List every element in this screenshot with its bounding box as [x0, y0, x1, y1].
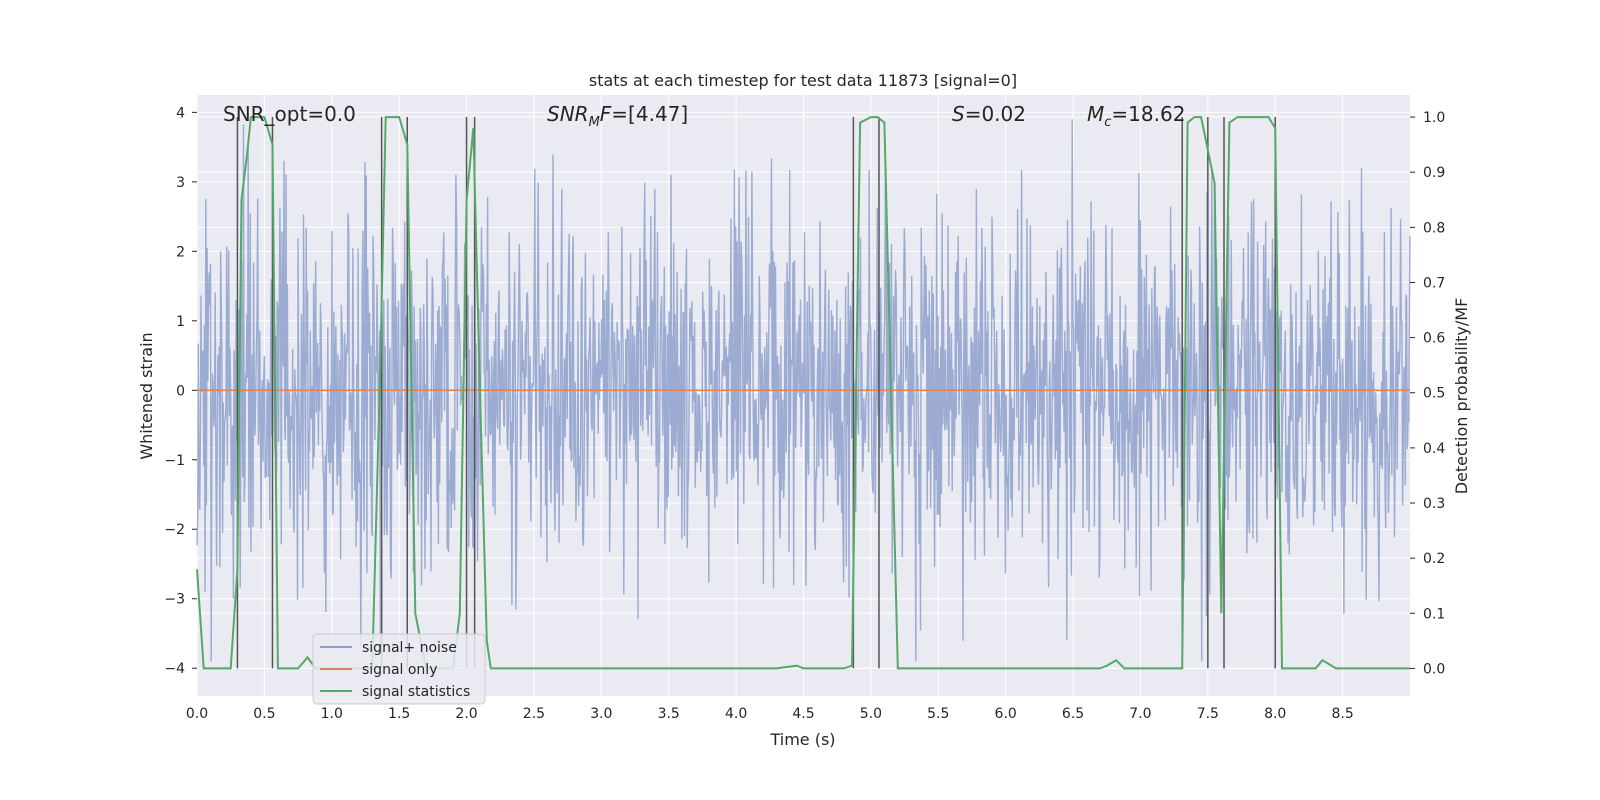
y-tick-label: 0	[176, 383, 185, 399]
y-tick-label: 3	[176, 175, 185, 191]
x-axis-label: Time (s)	[769, 730, 835, 749]
statistics-line	[196, 116, 1410, 670]
y-right-tick-labels: 0.0 0.1 0.2 0.3 0.4 0.5 0.6 0.7 0.8 0.9 1.0	[1410, 110, 1445, 677]
y-right-tick-label: 0.3	[1423, 496, 1445, 512]
legend-box	[312, 633, 486, 705]
x-tick-label: 8.0	[1264, 706, 1286, 722]
chart-title: stats at each timestep for test data 118…	[589, 71, 1017, 90]
x-tick-label: 0.0	[186, 706, 208, 722]
y-right-tick-label: 0.6	[1423, 331, 1445, 347]
y-right-tick-label: 0.8	[1423, 220, 1445, 236]
x-tick-label: 1.0	[321, 706, 343, 722]
annotations: SNR_opt=0.0 SNRMF=[4.47] S=0.02 Mc=18.62	[223, 102, 1185, 130]
x-tick-label: 5.0	[860, 706, 882, 722]
y-axis-label: Whitened strain	[137, 332, 156, 459]
y-right-tick-label: 0.4	[1423, 441, 1445, 457]
y-tick-label: −3	[164, 592, 185, 608]
annotation-s: S=0.02	[952, 102, 1026, 126]
y-tick-label: 4	[176, 105, 185, 121]
annotation-snr-mf: SNRMF=[4.47]	[547, 102, 688, 130]
y-right-tick-label: 0.5	[1423, 386, 1445, 402]
y-right-tick-label: 0.1	[1423, 606, 1445, 622]
x-tick-label: 2.5	[523, 706, 545, 722]
x-tick-label: 6.0	[995, 706, 1017, 722]
x-tick-label: 4.0	[725, 706, 747, 722]
x-tick-label: 0.5	[253, 706, 275, 722]
x-tick-label: 7.0	[1129, 706, 1151, 722]
y-right-tick-label: 0.2	[1423, 551, 1445, 567]
annotation-mc: Mc=18.62	[1087, 102, 1185, 130]
y-right-tick-label: 0.7	[1423, 275, 1445, 291]
y-right-tick-label: 1.0	[1423, 110, 1445, 126]
x-tick-label: 4.5	[792, 706, 814, 722]
y-tick-label: −2	[164, 522, 185, 538]
legend-statistics-label: signal statistics	[362, 684, 470, 700]
x-tick-labels: 0.0 0.5 1.0 1.5 2.0 2.5 3.0 3.5 4.0 4.5 5.0 5.5 6.0 6…	[186, 706, 1354, 722]
y-tick-label: 1	[176, 314, 185, 330]
x-tick-label: 1.5	[388, 706, 410, 722]
statistics-series	[196, 116, 1410, 670]
legend: signal+ noise signal only signal statist…	[312, 633, 486, 705]
y-tick-label: −1	[164, 453, 185, 469]
annotation-snr-opt: SNR_opt=0.0	[223, 102, 356, 126]
y-tick-label: −4	[164, 661, 185, 677]
x-tick-label: 7.5	[1197, 706, 1219, 722]
x-tick-label: 3.0	[590, 706, 612, 722]
y-right-tick-label: 0.0	[1423, 661, 1445, 677]
x-tick-label: 5.5	[927, 706, 949, 722]
y-right-tick-label: 0.9	[1423, 165, 1445, 181]
x-tick-label: 3.5	[658, 706, 680, 722]
y-tick-labels: −4 −3 −2 −1 0 1 2 3 4	[164, 105, 197, 677]
x-tick-label: 8.5	[1331, 706, 1353, 722]
x-tick-label: 2.0	[455, 706, 477, 722]
y-right-axis-label: Detection probability/MF	[1452, 298, 1471, 495]
legend-noise-label: signal+ noise	[362, 640, 457, 656]
legend-signal-only-label: signal only	[362, 662, 437, 678]
y-tick-label: 2	[176, 244, 185, 260]
x-tick-label: 6.5	[1062, 706, 1084, 722]
